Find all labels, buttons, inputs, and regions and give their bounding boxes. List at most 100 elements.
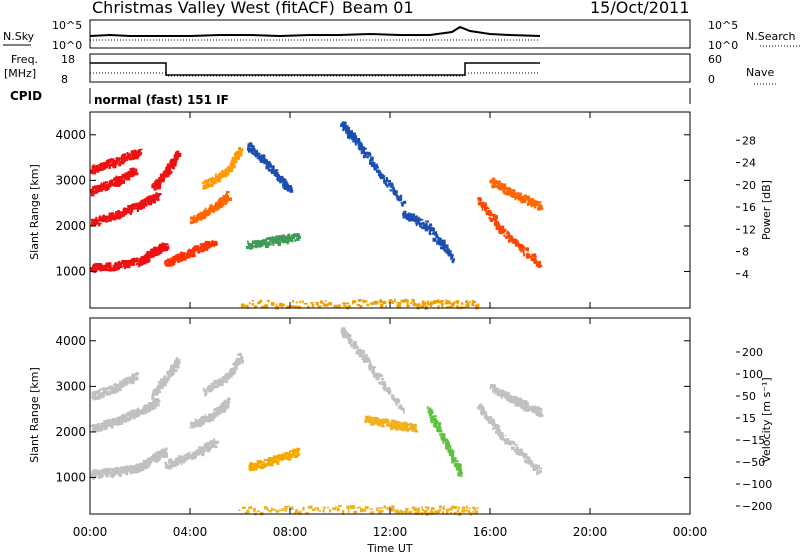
echo-point: [275, 303, 278, 306]
echo-point: [502, 185, 506, 188]
echo-point: [94, 221, 97, 226]
echo-point: [205, 246, 209, 251]
echo-point: [456, 509, 460, 513]
echo-point: [430, 228, 434, 232]
echo-point: [231, 164, 235, 168]
echo-point: [189, 451, 192, 454]
echo-point: [335, 506, 337, 511]
echo-point: [121, 414, 124, 418]
echo-point: [500, 395, 503, 399]
echo-point: [506, 189, 509, 193]
echo-point: [261, 305, 265, 309]
echo-point: [508, 396, 512, 399]
echo-point: [281, 508, 285, 512]
echo-point: [499, 435, 502, 440]
echo-point: [279, 177, 283, 181]
echo-point: [483, 416, 488, 419]
echo-point: [213, 384, 217, 388]
echo-point: [391, 420, 394, 423]
echo-point: [140, 411, 143, 414]
echo-point: [262, 154, 266, 157]
echo-point: [156, 386, 160, 390]
colorbar-tick-label: 12: [742, 223, 756, 236]
echo-point: [472, 510, 475, 514]
echo-point: [392, 301, 395, 304]
echo-point: [248, 302, 251, 305]
echo-point: [391, 505, 395, 510]
echo-point: [99, 217, 102, 222]
echo-point: [354, 140, 358, 144]
echo-point: [129, 379, 131, 383]
echo-point: [518, 242, 520, 245]
echo-point: [106, 471, 108, 474]
echo-point: [106, 387, 110, 390]
echo-point: [368, 416, 372, 419]
echo-point: [106, 469, 110, 472]
echo-point: [512, 440, 515, 445]
echo-point: [218, 199, 221, 204]
echo-point: [248, 143, 253, 148]
echo-point: [378, 422, 381, 427]
echo-point: [492, 419, 495, 423]
echo-point: [111, 179, 114, 184]
colorbar-tick-label: 200: [742, 346, 763, 359]
echo-point: [100, 182, 103, 185]
echo-point: [294, 449, 298, 453]
echo-point: [250, 465, 253, 468]
echo-point: [476, 303, 480, 308]
echo-point: [156, 197, 160, 201]
echo-point: [129, 466, 131, 470]
echo-point: [109, 262, 112, 265]
echo-point: [118, 471, 123, 475]
echo-point: [195, 246, 198, 249]
echo-point: [209, 389, 213, 392]
echo-point: [124, 212, 127, 215]
echo-point: [162, 382, 165, 385]
nave-label: Nave: [746, 66, 774, 79]
echo-point: [411, 426, 415, 429]
echo-point: [100, 267, 103, 271]
echo-point: [538, 471, 540, 474]
echo-point: [226, 404, 228, 407]
echo-point: [262, 464, 265, 469]
echo-point: [117, 419, 121, 422]
echo-point: [444, 246, 448, 249]
echo-point: [377, 170, 381, 173]
echo-point: [145, 197, 148, 202]
echo-point: [192, 218, 195, 221]
echo-point: [165, 248, 169, 252]
echo-point: [517, 195, 522, 198]
echo-point: [395, 403, 398, 407]
echo-point: [190, 421, 192, 426]
echo-point: [398, 302, 402, 305]
echo-point: [116, 176, 119, 180]
echo-point: [467, 510, 471, 513]
echo-point: [202, 449, 206, 452]
echo-point: [125, 379, 128, 383]
echo-point: [203, 389, 206, 393]
echo-point: [164, 453, 169, 458]
echo-point: [90, 267, 94, 271]
echo-point: [94, 268, 97, 273]
echo-point: [396, 511, 401, 514]
echo-point: [324, 300, 327, 302]
echo-point: [423, 509, 428, 514]
echo-point: [170, 465, 173, 469]
echo-point: [386, 423, 388, 426]
velocity-panel-frame: [89, 317, 691, 515]
echo-point: [454, 463, 459, 467]
echo-point: [310, 302, 315, 304]
echo-point: [508, 187, 511, 190]
echo-point: [450, 511, 452, 515]
echo-point: [242, 506, 246, 509]
y-tick-label: 1000: [55, 471, 86, 485]
colorbar-tick-label: 16: [742, 201, 756, 214]
echo-point: [177, 155, 181, 158]
echo-point: [152, 249, 156, 253]
echo-point: [487, 417, 490, 420]
echo-point: [296, 237, 300, 240]
echo-point: [495, 426, 498, 431]
echo-point: [499, 429, 501, 433]
echo-point: [214, 380, 217, 384]
echo-point: [195, 248, 199, 251]
